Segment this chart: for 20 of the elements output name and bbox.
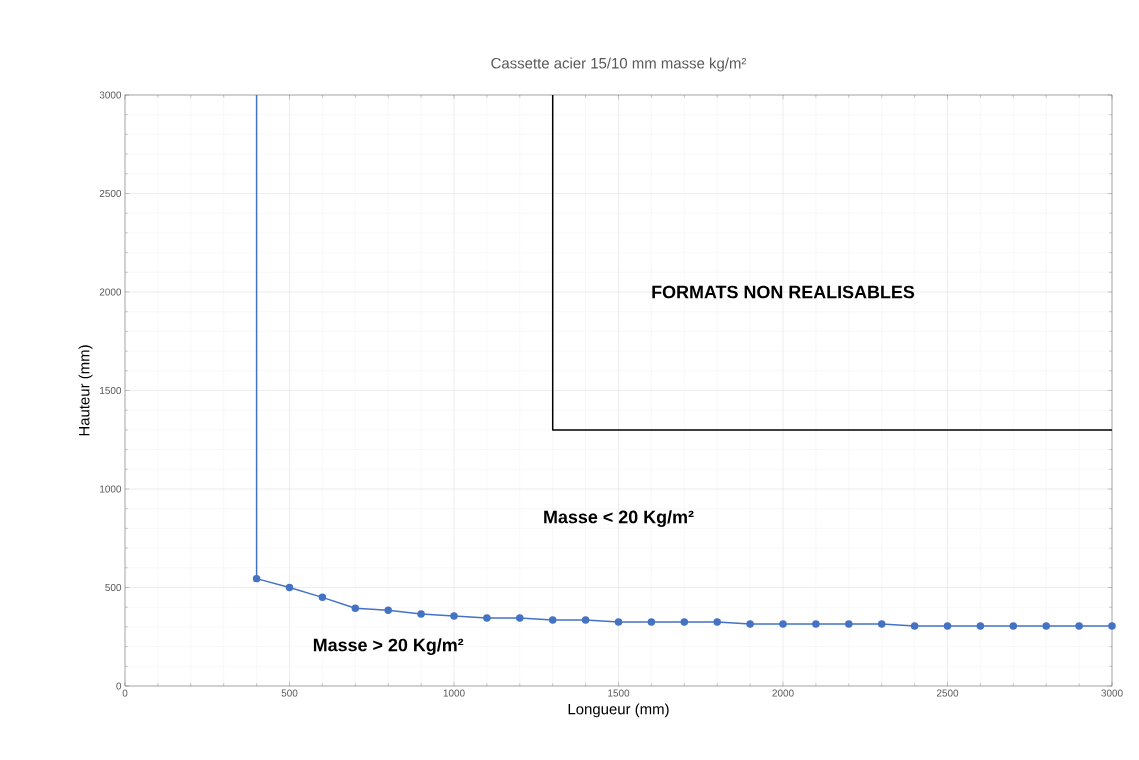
x-axis-title: Longueur (mm) (568, 703, 669, 718)
y-axis-title: Hauteur (mm) (78, 345, 93, 436)
x-tick-label: 3000 (1101, 689, 1123, 697)
x-tick-label: 0 (122, 689, 128, 697)
annotation: Masse < 20 Kg/m² (544, 510, 694, 527)
y-tick-label: 500 (105, 583, 122, 592)
chart-title: Cassette acier 15/10 mm masse kg/m² (491, 57, 747, 72)
x-tick-label: 2000 (772, 689, 794, 697)
annotation: Masse > 20 Kg/m² (313, 638, 464, 655)
x-tick-label: 500 (281, 689, 298, 697)
y-tick-label: 1500 (100, 386, 122, 395)
y-tick-label: 2500 (99, 189, 122, 198)
x-tick-label: 1500 (608, 689, 630, 697)
y-tick-label: 0 (116, 682, 122, 690)
y-tick-label: 3000 (99, 91, 122, 99)
annotation: FORMATS NON REALISABLES (652, 285, 915, 299)
x-tick-label: 1000 (443, 689, 465, 697)
y-tick-label: 2000 (99, 288, 122, 296)
y-tick-label: 1000 (100, 485, 122, 493)
x-tick-label: 2500 (936, 689, 959, 697)
